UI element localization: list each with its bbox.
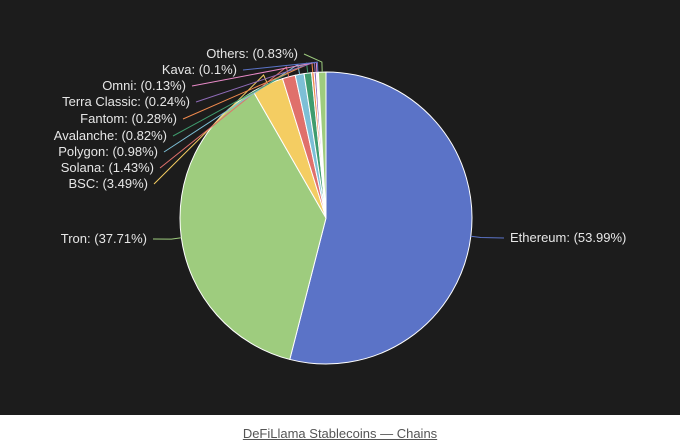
slice-label-ethereum: Ethereum: (53.99%) — [510, 230, 626, 245]
slice-label-polygon: Polygon: (0.98%) — [58, 144, 158, 159]
slice-label-fantom: Fantom: (0.28%) — [80, 111, 177, 126]
slice-label-omni: Omni: (0.13%) — [102, 78, 186, 93]
leader-line-ethereum — [470, 235, 505, 239]
slice-label-tron: Tron: (37.71%) — [61, 231, 147, 246]
leader-line-bsc — [153, 74, 269, 185]
pie-slice-others[interactable] — [317, 71, 327, 219]
leader-line-others — [303, 53, 323, 73]
chart-panel: Ethereum: (53.99%) Tron: (37.71%) BSC: (3.… — [0, 0, 680, 415]
slice-label-avalanche: Avalanche: (0.82%) — [54, 128, 167, 143]
slice-label-others: Others: (0.83%) — [206, 46, 298, 61]
slice-label-bsc: BSC: (3.49%) — [69, 176, 148, 191]
caption-link[interactable]: DeFiLlama Stablecoins — Chains — [242, 426, 438, 441]
pie-slice-ethereum[interactable] — [289, 71, 473, 365]
leader-line-kava — [242, 61, 319, 73]
slice-label-solana: Solana: (1.43%) — [61, 160, 154, 175]
slice-label-terra-classic: Terra Classic: (0.24%) — [62, 94, 190, 109]
slice-label-kava: Kava: (0.1%) — [162, 62, 237, 77]
leader-line-tron — [152, 237, 182, 240]
pie-chart: Ethereum: (53.99%) Tron: (37.71%) BSC: (3.… — [54, 46, 626, 365]
